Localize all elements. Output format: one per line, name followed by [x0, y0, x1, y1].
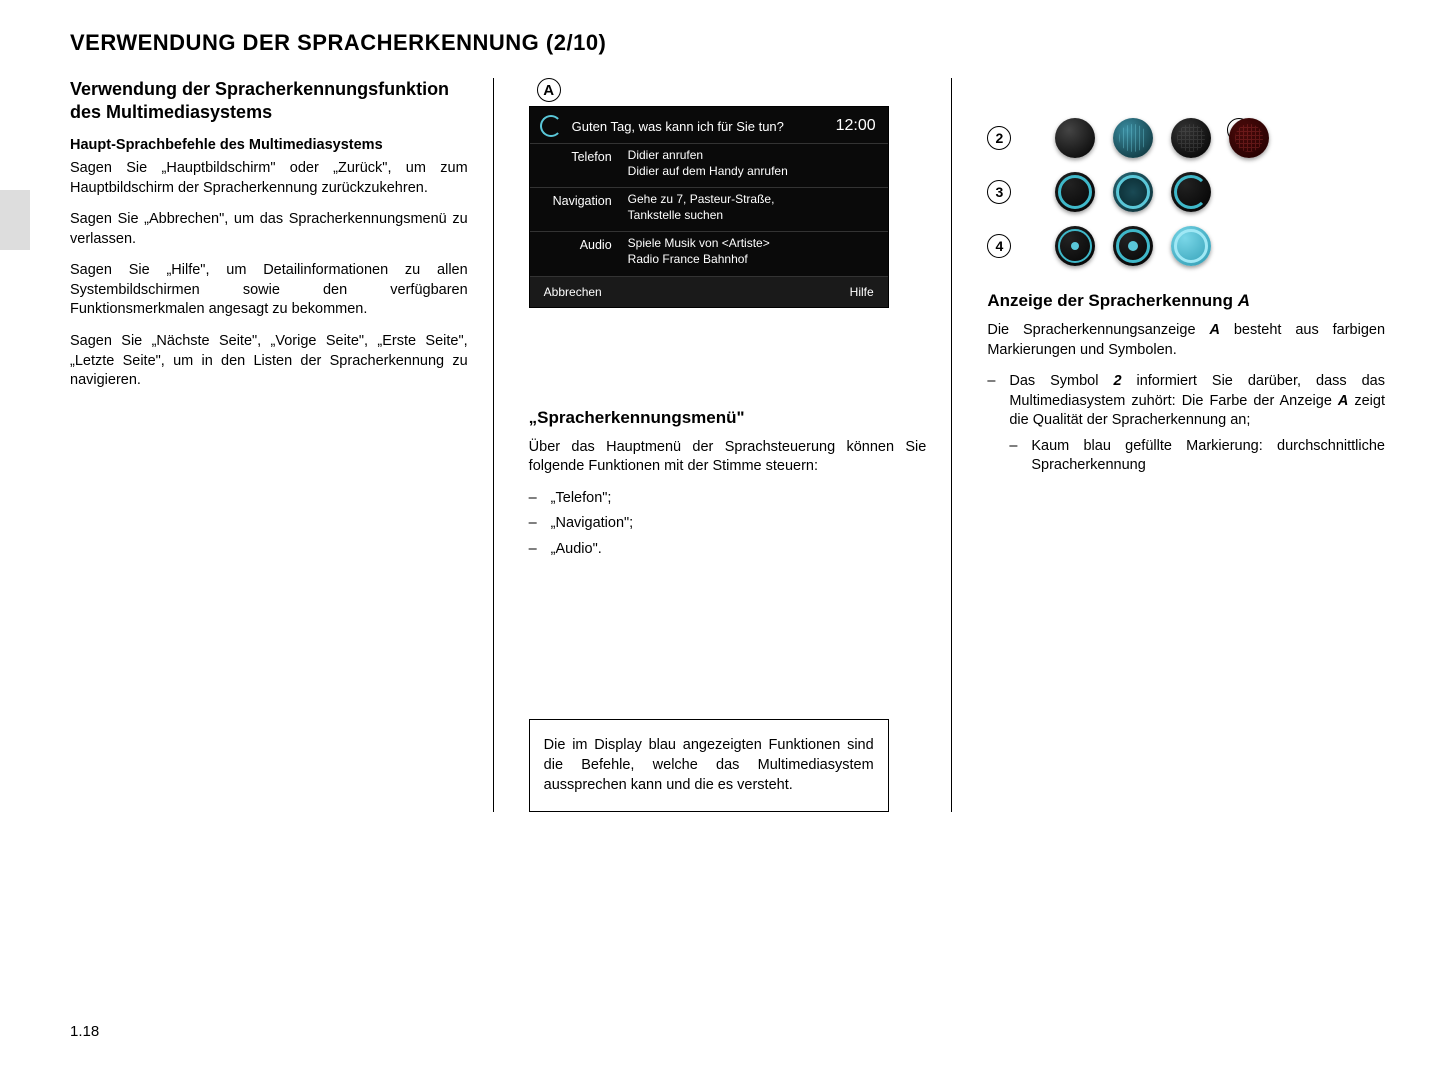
- screen-footer: Abbrechen Hilfe: [530, 276, 888, 307]
- column-2: A Guten Tag, was kann ich für Sie tun? 1…: [524, 78, 953, 812]
- indicator-grid: 2 3 4: [987, 118, 1385, 266]
- screen-examples: Didier anrufen Didier auf dem Handy anru…: [628, 148, 876, 179]
- page-title: VERWENDUNG DER SPRACHERKENNUNG (2/10): [70, 30, 1385, 56]
- orb-ring: [1055, 172, 1095, 212]
- screen-ex-line: Didier anrufen: [628, 148, 876, 164]
- list-item: –„Audio".: [529, 540, 927, 560]
- screen-header: Guten Tag, was kann ich für Sie tun? 12:…: [530, 107, 888, 143]
- screen-callout-a: A: [537, 78, 927, 102]
- indicator-num-3: 3: [987, 180, 1011, 204]
- screen-prompt: Guten Tag, was kann ich für Sie tun?: [572, 119, 826, 134]
- screen-cat: Audio: [542, 236, 612, 267]
- list-item: – Das Symbol 2 informiert Sie darüber, d…: [987, 372, 1385, 431]
- columns-container: Verwendung der Spracherkennungsfunktion …: [70, 78, 1385, 812]
- indicator-row-3: 3: [987, 172, 1385, 212]
- orb-dot: [1055, 226, 1095, 266]
- col2-heading: „Spracherkennungsmenü": [529, 408, 927, 428]
- screen-examples: Spiele Musik von <Artiste> Radio France …: [628, 236, 876, 267]
- orb-blue-grid: [1113, 118, 1153, 158]
- screen-ex-line: Radio France Bahnhof: [628, 252, 876, 268]
- col1-p2: Sagen Sie „Abbrechen", um das Spracherke…: [70, 210, 468, 249]
- screen-ex-line: Didier auf dem Handy anrufen: [628, 164, 876, 180]
- col3-heading: Anzeige der Spracherkennung A: [987, 291, 1385, 311]
- indicator-row-2: 2: [987, 118, 1385, 158]
- multimedia-screen: Guten Tag, was kann ich für Sie tun? 12:…: [529, 106, 889, 308]
- orb-full: [1171, 226, 1211, 266]
- screen-row-telefon: Telefon Didier anrufen Didier auf dem Ha…: [530, 143, 888, 187]
- list-item-nested: – Kaum blau gefüllte Markierung: durchsc…: [987, 437, 1385, 476]
- list-item: –„Navigation";: [529, 514, 927, 534]
- screen-ex-line: Gehe zu 7, Pasteur-Straße,: [628, 192, 876, 208]
- indicator-row-4: 4: [987, 226, 1385, 266]
- screen-row-navigation: Navigation Gehe zu 7, Pasteur-Straße, Ta…: [530, 187, 888, 231]
- col2-p1: Über das Hauptmenü der Sprachsteuerung k…: [529, 438, 927, 477]
- col1-subheading: Haupt-Sprachbefehle des Multimediasystem…: [70, 137, 468, 153]
- orb-black: [1055, 118, 1095, 158]
- orb-dot-ring: [1113, 226, 1153, 266]
- voice-icon: [540, 115, 562, 137]
- col3-text: Anzeige der Spracherkennung A Die Sprach…: [987, 291, 1385, 476]
- col1-p1: Sagen Sie „Hauptbildschirm" oder „Zurück…: [70, 159, 468, 198]
- col1-p4: Sagen Sie „Nächste Seite", „Vorige Seite…: [70, 332, 468, 391]
- column-3: A 2 3 4: [982, 78, 1385, 812]
- col3-list: – Das Symbol 2 informiert Sie darüber, d…: [987, 372, 1385, 476]
- indicator-num-2: 2: [987, 126, 1011, 150]
- screen-ex-line: Spiele Musik von <Artiste>: [628, 236, 876, 252]
- screen-cancel-button[interactable]: Abbrechen: [544, 285, 602, 299]
- orb-red-grid: [1229, 118, 1269, 158]
- orb-ring-half: [1171, 172, 1211, 212]
- side-tab: [0, 190, 30, 250]
- screen-figure: A Guten Tag, was kann ich für Sie tun? 1…: [529, 78, 927, 308]
- col1-p3: Sagen Sie „Hilfe", um Detailinformatione…: [70, 261, 468, 320]
- list-item: –„Telefon";: [529, 489, 927, 509]
- orb-ring-fill: [1113, 172, 1153, 212]
- indicator-figure: A 2 3 4: [987, 118, 1385, 266]
- col1-heading: Verwendung der Spracherkennungsfunktion …: [70, 78, 468, 123]
- col3-p1: Die Spracherkennungsanzeige A besteht au…: [987, 321, 1385, 360]
- screen-cat: Navigation: [542, 192, 612, 223]
- screen-row-audio: Audio Spiele Musik von <Artiste> Radio F…: [530, 231, 888, 275]
- orb-dark-grid: [1171, 118, 1211, 158]
- screen-examples: Gehe zu 7, Pasteur-Straße, Tankstelle su…: [628, 192, 876, 223]
- screen-ex-line: Tankstelle suchen: [628, 208, 876, 224]
- screen-cat: Telefon: [542, 148, 612, 179]
- screen-help-button[interactable]: Hilfe: [850, 285, 874, 299]
- column-1: Verwendung der Spracherkennungsfunktion …: [70, 78, 494, 812]
- indicator-num-4: 4: [987, 234, 1011, 258]
- col2-list: –„Telefon"; –„Navigation"; –„Audio".: [529, 489, 927, 560]
- info-box: Die im Display blau angezeigten Funktion…: [529, 719, 889, 812]
- page-number: 1.18: [70, 1023, 99, 1040]
- screen-time: 12:00: [836, 117, 876, 135]
